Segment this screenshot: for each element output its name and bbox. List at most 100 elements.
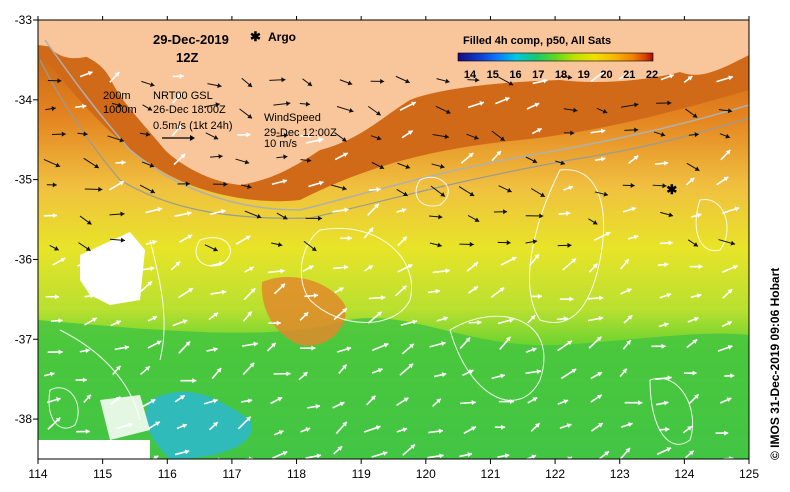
wind-arrow — [651, 343, 666, 349]
wind-arrow — [659, 240, 673, 246]
wind-arrow — [139, 266, 155, 272]
wind-arrow — [332, 401, 345, 409]
current-arrow — [300, 157, 312, 163]
map-frame — [37, 19, 750, 460]
current-arrow — [436, 78, 450, 84]
wind-arrow — [333, 264, 349, 270]
wind-arrow — [720, 149, 731, 161]
current-arrow — [109, 211, 125, 217]
wind-arrow — [427, 288, 440, 294]
wind-arrow — [655, 400, 669, 406]
wind-arrow — [721, 264, 738, 274]
argo-float-marker[interactable]: ✱ — [666, 182, 677, 197]
wind-arrow — [428, 428, 444, 434]
wind-arrow — [203, 398, 218, 405]
wind-arrow — [532, 78, 548, 85]
current-vectors — [43, 70, 740, 459]
wind-arrow — [139, 280, 153, 293]
current-arrow — [334, 132, 347, 142]
current-arrow — [622, 182, 635, 188]
wind-arrow — [460, 400, 476, 406]
axis-ticks: 114 115 116 117 118 119 120 121 122 123 124 125 -33 -… — [15, 13, 760, 481]
wind-arrow — [432, 398, 442, 408]
wind-arrow — [172, 73, 184, 79]
wind-arrow — [722, 206, 740, 214]
wind-arrow — [298, 371, 309, 381]
wind-arrow — [716, 75, 734, 83]
current-arrow — [493, 209, 508, 215]
wind-arrow — [490, 286, 505, 299]
colorbar-tick-label: 17 — [532, 69, 544, 81]
current-arrow — [588, 218, 598, 225]
wind-arrow — [683, 75, 693, 83]
current-scale-arrow — [162, 135, 195, 141]
wind-arrow — [531, 127, 543, 135]
wind-arrow — [206, 347, 218, 352]
current-arrow — [660, 211, 674, 218]
cool-water-band — [38, 317, 749, 459]
wind-arrow — [658, 426, 670, 432]
lon-tick-label: 122 — [545, 467, 565, 481]
wind-arrow — [178, 340, 191, 354]
current-arrow — [718, 108, 733, 114]
credit-text: © IMOS 31-Dec-2019 09:06 Hobart — [768, 267, 782, 460]
wind-arrow — [172, 92, 183, 104]
wind-arrow — [690, 212, 702, 218]
wind-arrow — [340, 235, 352, 241]
current-arrow — [49, 244, 59, 251]
current-arrow — [459, 241, 474, 247]
current-arrow — [303, 240, 317, 252]
wind-arrow — [174, 449, 190, 456]
wind-arrow — [590, 128, 606, 134]
current-arrow — [47, 78, 62, 84]
wind-arrow — [402, 443, 416, 456]
wind-arrow — [587, 295, 604, 301]
wind-arrow — [210, 289, 227, 295]
wind-arrow — [685, 177, 695, 186]
wind-arrow — [47, 349, 63, 355]
current-arrow — [210, 153, 223, 159]
wind-arrow — [558, 210, 571, 216]
wind-arrow — [654, 160, 669, 166]
current-arrow — [336, 106, 354, 113]
lat-tick-label: -37 — [15, 332, 33, 346]
current-arrow — [46, 182, 57, 188]
lon-tick-label: 118 — [287, 467, 306, 481]
current-arrow — [142, 104, 153, 111]
wind-arrow — [305, 453, 322, 459]
wind-arrow — [527, 396, 538, 404]
wind-arrow — [500, 256, 517, 266]
wind-arrow — [683, 370, 697, 376]
wind-arrow — [497, 317, 514, 325]
ssh-contours — [48, 169, 728, 445]
wind-arrow — [170, 260, 181, 271]
wind-arrow — [368, 187, 381, 193]
wind-arrow — [467, 101, 485, 109]
wind-arrow — [109, 71, 120, 83]
wind-arrow — [273, 371, 291, 377]
wind-arrow — [557, 399, 569, 405]
wind-arrow — [82, 449, 97, 458]
wind-arrow — [52, 257, 66, 266]
wind-arrow — [179, 234, 193, 243]
wind-arrow — [242, 362, 255, 376]
wind-scale: 10 m/s — [264, 138, 298, 150]
wind-arrow — [273, 283, 286, 295]
wind-arrow — [659, 292, 672, 299]
contour-1000m — [39, 59, 749, 219]
wind-arrow — [333, 445, 343, 455]
current-arrow — [596, 107, 608, 114]
colorbar-tick-label: 19 — [578, 69, 590, 81]
lon-tick-label: 115 — [93, 467, 112, 481]
wind-arrow — [147, 340, 162, 349]
wind-arrow — [688, 393, 700, 405]
current-arrow — [466, 133, 479, 140]
current-scale: 0.5m/s (1kt 24h) — [153, 120, 232, 132]
wind-arrow — [562, 257, 577, 271]
depth-label-200m: 200m — [103, 90, 131, 102]
wind-arrow — [112, 365, 122, 376]
current-arrow — [653, 131, 666, 137]
wind-arrow — [116, 422, 133, 430]
current-arrow — [498, 76, 514, 86]
current-arrow — [139, 131, 151, 137]
